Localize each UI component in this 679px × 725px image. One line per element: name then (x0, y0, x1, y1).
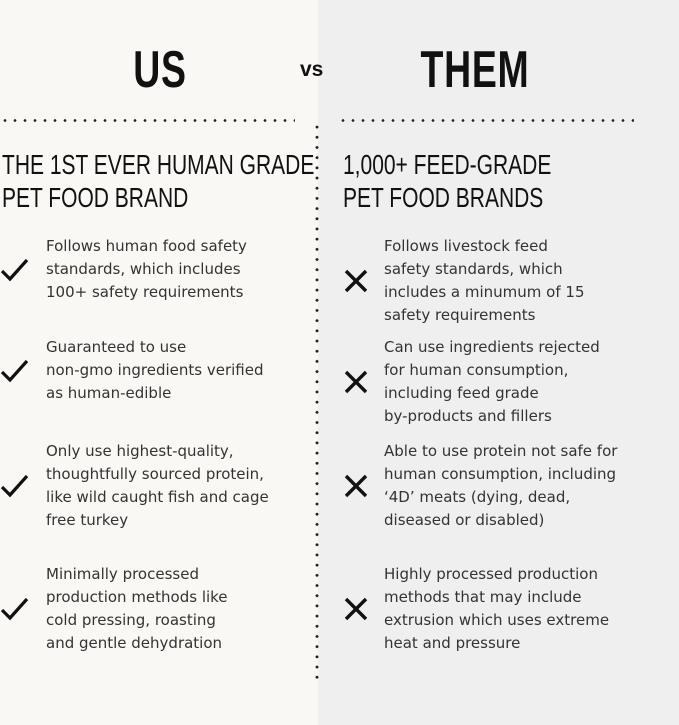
check-icon (0, 594, 30, 624)
item-text-line: Guaranteed to use (46, 338, 187, 356)
item-text-line: like wild caught fish and cage (46, 488, 269, 506)
check-icon (0, 471, 30, 501)
item-text-line: as human-edible (46, 384, 172, 402)
item-text-line: Only use highest-quality, (46, 442, 234, 460)
us-list-item: Follows human food safety standards, whic… (46, 235, 336, 304)
them-heading: THEM (420, 41, 530, 99)
item-text-line: Minimally processed (46, 565, 199, 583)
them-subtitle: 1,000+ FEED-GRADE PET FOOD BRANDS (343, 148, 551, 214)
x-icon (341, 266, 371, 296)
item-text-line: thoughtfully sourced protein, (46, 465, 264, 483)
check-icon (0, 356, 30, 386)
us-list-item: Minimally processed production methods li… (46, 563, 336, 655)
item-text-line: Follows human food safety (46, 237, 247, 255)
item-text-line: by-products and fillers (384, 407, 552, 425)
item-text-line: production methods like (46, 588, 228, 606)
them-list-item: Follows livestock feed safety standards, … (384, 235, 674, 327)
them-list-item: Can use ingredients rejected for human co… (384, 336, 674, 428)
item-text-line: Can use ingredients rejected (384, 338, 600, 356)
item-text-line: human consumption, including (384, 465, 617, 483)
item-text-line: Follows livestock feed (384, 237, 548, 255)
item-text-line: Highly processed production (384, 565, 598, 583)
them-subtitle-line: 1,000+ FEED-GRADE (343, 149, 552, 180)
us-subtitle-line: THE 1ST EVER HUMAN GRADE (2, 149, 315, 180)
item-text-line: safety standards, which (384, 260, 563, 278)
vs-label: vs (300, 58, 324, 81)
x-icon (341, 594, 371, 624)
item-text-line: non-gmo ingredients verified (46, 361, 264, 379)
item-text-line: safety requirements (384, 306, 536, 324)
us-dotted-divider (0, 119, 295, 122)
vertical-dotted-divider (315, 122, 319, 682)
them-subtitle-line: PET FOOD BRANDS (343, 182, 544, 213)
item-text-line: ‘4D’ meats (dying, dead, (384, 488, 571, 506)
item-text-line: diseased or disabled) (384, 511, 545, 529)
item-text-line: including feed grade (384, 384, 539, 402)
item-text-line: cold pressing, roasting (46, 611, 216, 629)
item-text-line: standards, which includes (46, 260, 241, 278)
x-icon (341, 367, 371, 397)
item-text-line: and gentle dehydration (46, 634, 223, 652)
them-dotted-divider (338, 119, 634, 122)
item-text-line: free turkey (46, 511, 129, 529)
item-text-line: for human consumption, (384, 361, 569, 379)
check-icon (0, 255, 30, 285)
them-list-item: Able to use protein not safe for human co… (384, 440, 674, 532)
item-text-line: extrusion which uses extreme (384, 611, 610, 629)
us-subtitle: THE 1ST EVER HUMAN GRADE PET FOOD BRAND (2, 148, 314, 214)
us-list-item: Guaranteed to use non-gmo ingredients ver… (46, 336, 336, 405)
item-text-line: 100+ safety requirements (46, 283, 244, 301)
them-list-item: Highly processed production methods that … (384, 563, 674, 655)
item-text-line: includes a minumum of 15 (384, 283, 585, 301)
us-heading: US (133, 41, 187, 99)
item-text-line: Able to use protein not safe for (384, 442, 618, 460)
item-text-line: heat and pressure (384, 634, 521, 652)
x-icon (341, 471, 371, 501)
item-text-line: methods that may include (384, 588, 582, 606)
us-subtitle-line: PET FOOD BRAND (2, 182, 189, 213)
us-list-item: Only use highest-quality, thoughtfully so… (46, 440, 336, 532)
